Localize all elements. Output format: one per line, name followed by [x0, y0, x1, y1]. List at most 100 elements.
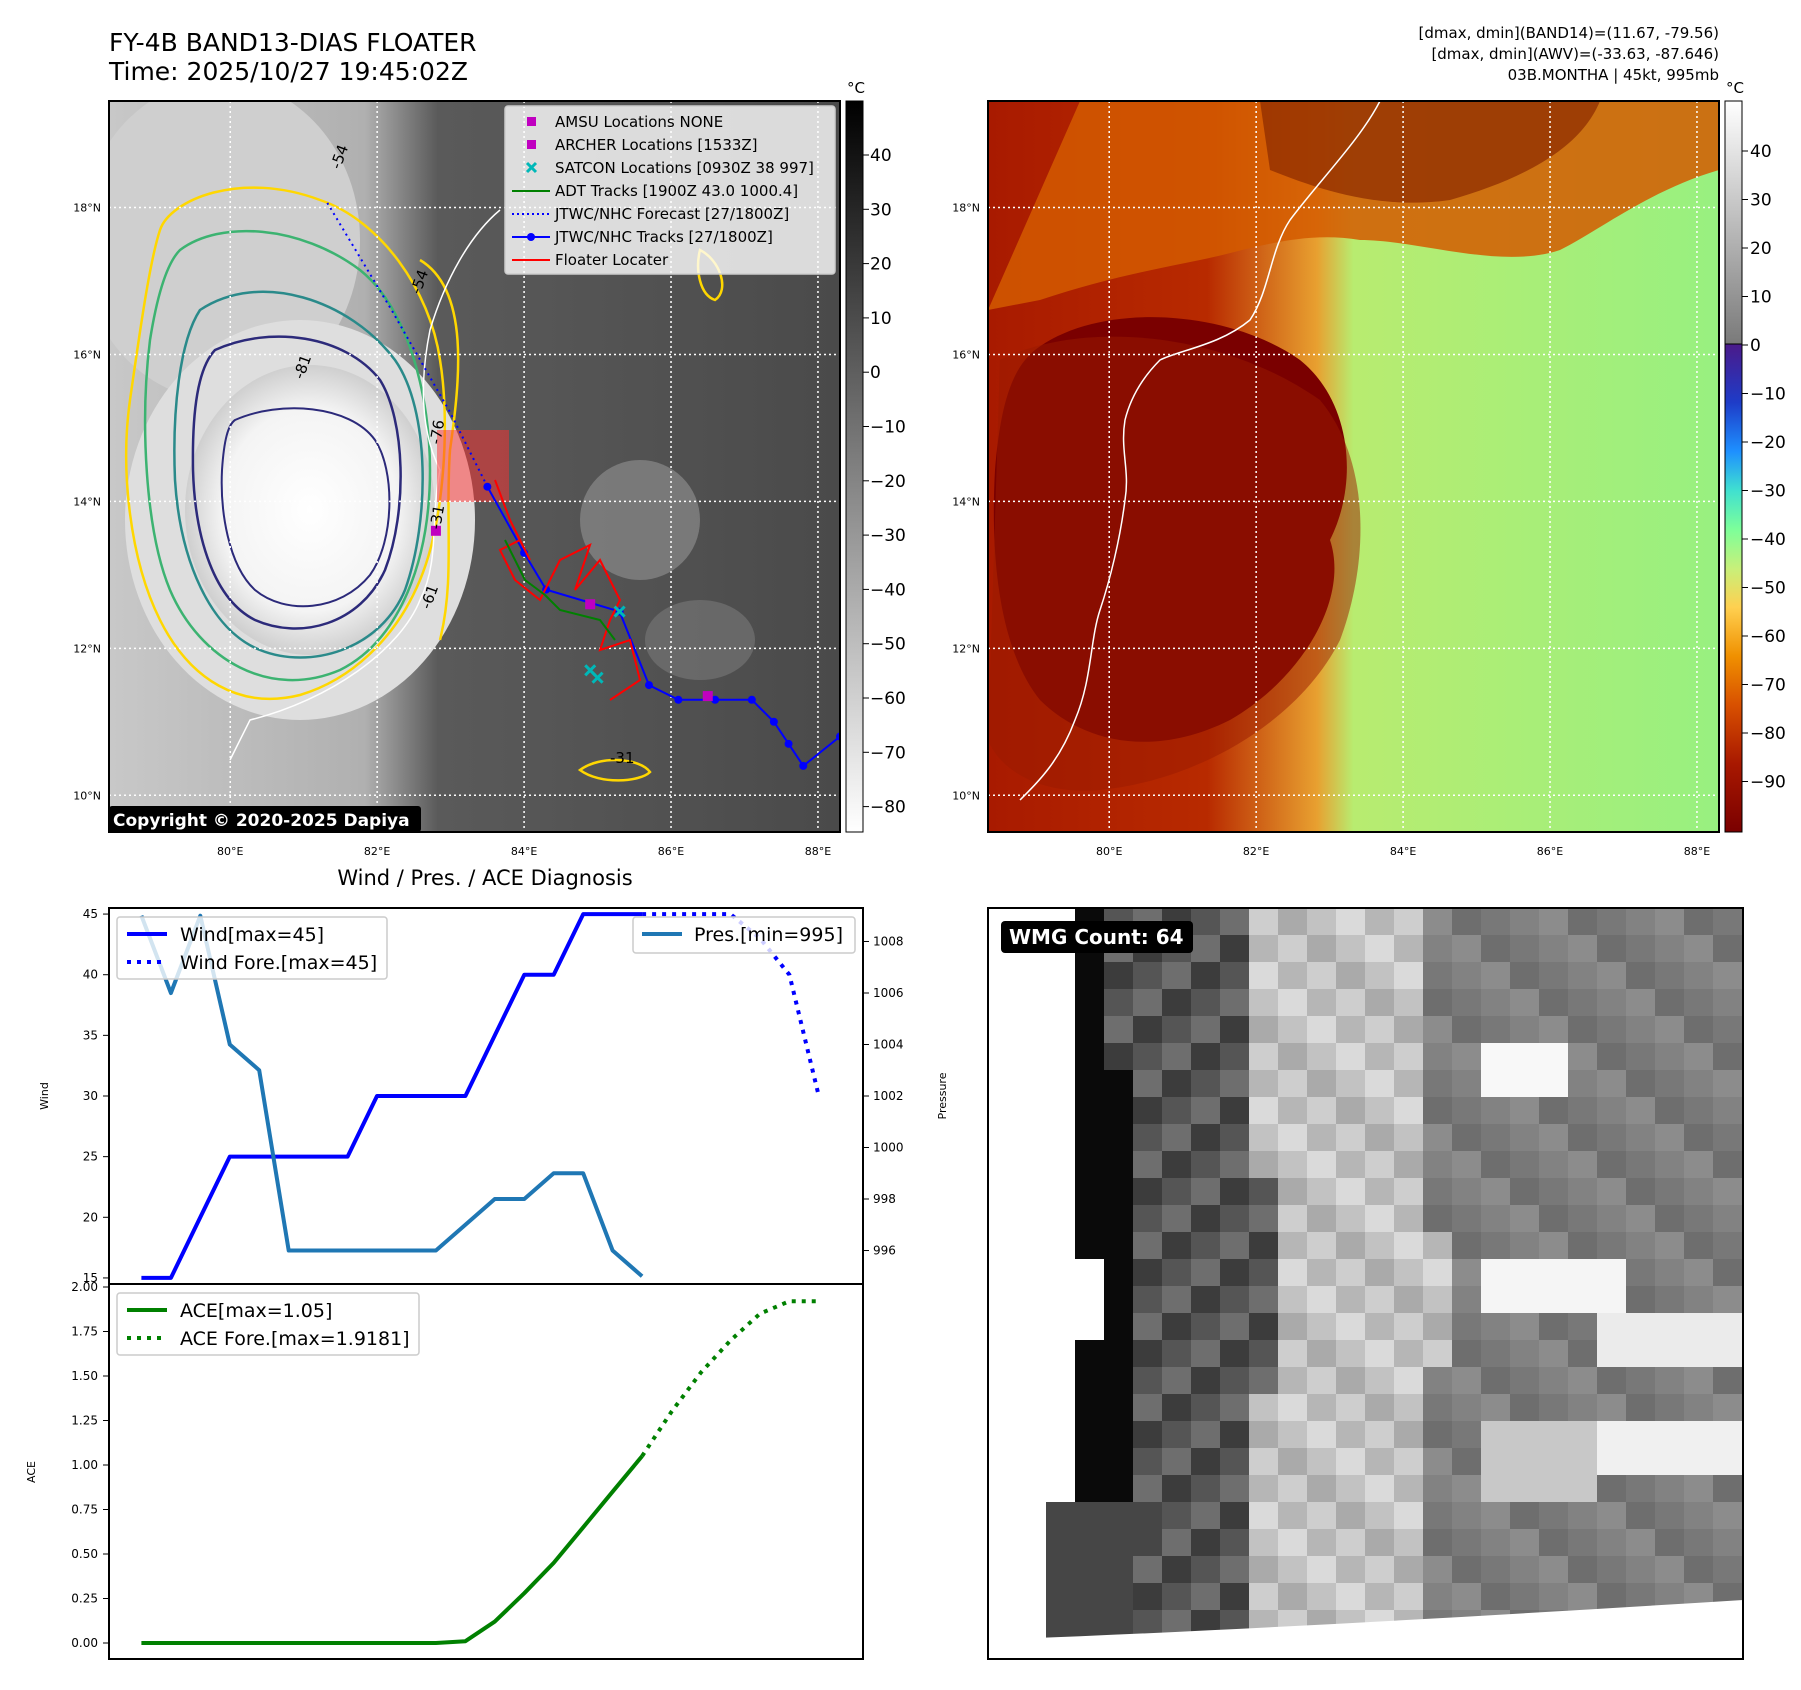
jtwc-track-point — [747, 695, 756, 704]
wmg-cell — [1568, 1151, 1598, 1179]
wmg-cell — [1394, 1421, 1424, 1449]
wmg-cell — [1481, 1340, 1511, 1368]
wmg-cell — [1423, 1124, 1453, 1152]
wmg-cell — [1568, 989, 1598, 1017]
wmg-cell — [1510, 1043, 1540, 1071]
wmg-bottom-blank — [988, 1600, 1743, 1659]
ace-series — [141, 1299, 819, 1645]
wmg-cell — [1336, 962, 1366, 990]
wmg-cell — [988, 1016, 1018, 1044]
floater-locater-box — [437, 430, 509, 502]
wmg-cell — [1162, 1097, 1192, 1125]
wmg-cell — [1075, 1016, 1105, 1044]
pressure-ylabel: Pressure — [936, 1072, 949, 1119]
jtwc-track-point — [644, 681, 653, 690]
wmg-cell — [1394, 908, 1424, 936]
wmg-cell — [1191, 1232, 1221, 1260]
wmg-cell — [1104, 1124, 1134, 1152]
awv-colorbar-lower — [1724, 343, 1743, 833]
wmg-cell — [1307, 1016, 1337, 1044]
wmg-cell — [1191, 962, 1221, 990]
wmg-cell — [1684, 1286, 1714, 1314]
wmg-cell — [1539, 962, 1569, 990]
wmg-cell — [1191, 1583, 1221, 1611]
wmg-cell — [1394, 1583, 1424, 1611]
wmg-cell — [1133, 1394, 1163, 1422]
ace-legend-box — [116, 1292, 420, 1356]
wmg-cell — [1046, 1583, 1076, 1611]
wmg-cell — [1713, 1502, 1743, 1530]
lat-tick-label: 18°N — [73, 202, 101, 215]
wmg-cell — [1452, 908, 1482, 936]
wmg-cell — [1046, 1205, 1076, 1233]
wmg-cell — [1394, 1502, 1424, 1530]
wmg-cell — [1365, 1016, 1395, 1044]
wmg-cell — [988, 1259, 1018, 1287]
wmg-cell — [1423, 1043, 1453, 1071]
wmg-cell — [1017, 1178, 1047, 1206]
wmg-cell — [1278, 1151, 1308, 1179]
wmg-cell — [1539, 989, 1569, 1017]
wmg-cell — [1713, 1205, 1743, 1233]
wmg-cell — [1249, 1340, 1279, 1368]
wmg-cell — [1568, 1313, 1598, 1341]
ir-map-panel: -54 -81 -76 -31 -61 -54 -31 AMSU Locatio… — [108, 100, 841, 833]
wmg-cell — [988, 1178, 1018, 1206]
wmg-cell — [1249, 1394, 1279, 1422]
wmg-cell — [1684, 1556, 1714, 1584]
wmg-cell — [1423, 1475, 1453, 1503]
wmg-cell — [1365, 1178, 1395, 1206]
wmg-cell — [988, 1097, 1018, 1125]
wmg-cell — [1597, 1070, 1627, 1098]
wmg-cell — [1684, 1097, 1714, 1125]
wmg-cell — [1133, 989, 1163, 1017]
colorbar-tick-label: −70 — [870, 743, 906, 763]
wmg-cell — [1336, 1259, 1366, 1287]
wmg-cell — [1597, 1286, 1627, 1314]
wmg-cell — [1626, 1151, 1656, 1179]
wmg-cell — [1104, 1043, 1134, 1071]
wmg-cell — [1191, 1475, 1221, 1503]
jtwc-track-point — [711, 695, 720, 704]
wmg-cell — [1481, 1016, 1511, 1044]
wmg-cell — [1307, 1421, 1337, 1449]
wmg-cell — [1365, 1043, 1395, 1071]
wmg-cell — [1162, 1421, 1192, 1449]
wmg-cell — [1191, 1070, 1221, 1098]
wmg-cell — [1510, 1070, 1540, 1098]
wmg-cell — [1104, 1340, 1134, 1368]
wmg-cell — [1220, 1259, 1250, 1287]
wmg-cell — [1684, 1367, 1714, 1395]
wmg-cell — [1394, 1178, 1424, 1206]
wmg-cell — [1075, 1340, 1105, 1368]
wmg-cell — [1394, 1286, 1424, 1314]
wmg-cell — [1133, 1205, 1163, 1233]
wmg-cell — [1423, 1178, 1453, 1206]
colorbar-tick-label: −80 — [870, 798, 906, 818]
wmg-cell — [1307, 1556, 1337, 1584]
wmg-cell — [1423, 1502, 1453, 1530]
wmg-cell — [1365, 1529, 1395, 1557]
wmg-cell — [1046, 962, 1076, 990]
ace-ylabel: ACE — [25, 1461, 38, 1483]
wmg-cell — [1075, 1070, 1105, 1098]
wmg-cell — [1307, 1475, 1337, 1503]
wmg-cell — [1307, 1205, 1337, 1233]
copyright-text: Copyright © 2020-2025 Dapiya — [113, 811, 410, 831]
lat-tick-label: 14°N — [952, 495, 980, 508]
wmg-cell — [1104, 1151, 1134, 1179]
wmg-cell — [1017, 1259, 1047, 1287]
wmg-cell — [1220, 1583, 1250, 1611]
wmg-cell — [1684, 1232, 1714, 1260]
wmg-cell — [1539, 1394, 1569, 1422]
wmg-cell — [988, 1394, 1018, 1422]
wmg-cell — [1452, 1259, 1482, 1287]
colorbar-tick-label: −20 — [1750, 433, 1786, 453]
colorbar-tick-label: −50 — [870, 635, 906, 655]
wmg-cell — [1510, 1232, 1540, 1260]
wmg-cell — [1162, 962, 1192, 990]
lon-tick-label: 86°E — [658, 845, 684, 858]
lat-tick-label: 16°N — [73, 348, 101, 361]
wmg-cell — [1423, 1340, 1453, 1368]
wmg-cell — [1191, 1151, 1221, 1179]
